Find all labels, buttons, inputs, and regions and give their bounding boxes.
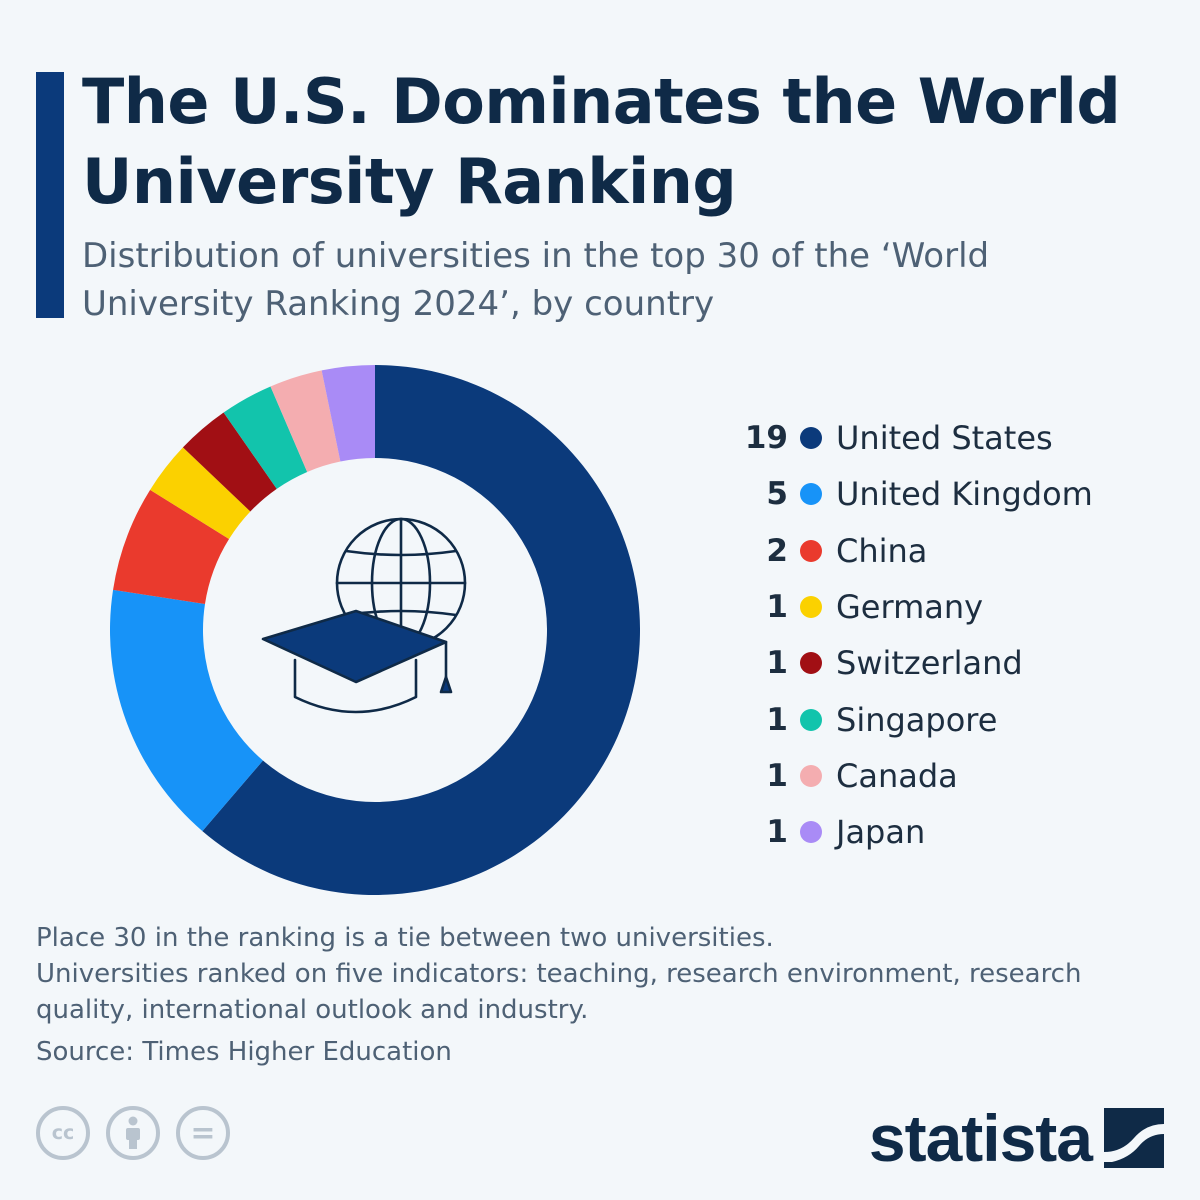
slice-china: [113, 489, 230, 604]
legend-item-united-kingdom: 5 United Kingdom: [730, 466, 1170, 522]
legend-label: Singapore: [836, 700, 998, 739]
chart-legend: 19 United States 5 United Kingdom 2 China 1 Ger…: [730, 410, 1170, 860]
brand-name: statista: [868, 1101, 1093, 1175]
legend-label: China: [836, 531, 928, 570]
license-badges: cc =: [36, 1106, 230, 1160]
legend-item-canada: 1 Canada: [730, 748, 1170, 804]
legend-value: 1: [766, 757, 788, 794]
slice-united-kingdom: [109, 589, 263, 832]
legend-value: 5: [766, 476, 788, 513]
legend-label: Switzerland: [836, 644, 1023, 683]
legend-swatch: [800, 764, 822, 787]
legend-value: 2: [766, 532, 788, 569]
legend-item-switzerland: 1 Switzerland: [730, 635, 1170, 691]
legend-swatch: [800, 539, 822, 562]
legend-label: Japan: [836, 813, 926, 852]
title-accent-bar: [36, 72, 64, 318]
statista-brand[interactable]: statista: [869, 1100, 1164, 1176]
slice-switzerland: [182, 412, 277, 512]
legend-swatch: [800, 708, 822, 731]
slice-germany: [150, 447, 251, 540]
legend-value: 1: [766, 589, 788, 626]
legend-value: 1: [766, 701, 788, 738]
legend-label: Germany: [836, 588, 984, 627]
donut-chart: [109, 365, 640, 895]
slice-japan: [321, 365, 375, 462]
attribution-icon[interactable]: [106, 1106, 160, 1160]
slice-canada: [270, 370, 341, 472]
legend-value: 1: [766, 814, 788, 851]
legend-swatch: [800, 652, 822, 675]
note-text: Place 30 in the ranking is a tie between…: [36, 923, 774, 953]
statista-logo-icon: [1104, 1108, 1164, 1168]
legend-label: United States: [836, 419, 1053, 458]
legend-swatch: [800, 427, 822, 450]
chart-notes: Place 30 in the ranking is a tie between…: [36, 920, 1156, 1028]
slice-singapore: [223, 386, 308, 489]
no-derivatives-icon[interactable]: =: [176, 1106, 230, 1160]
legend-swatch: [800, 821, 822, 844]
legend-item-singapore: 1 Singapore: [730, 691, 1170, 747]
legend-value: 1: [766, 645, 788, 682]
legend-item-germany: 1 Germany: [730, 579, 1170, 635]
page-subtitle: Distribution of universities in the top …: [82, 236, 990, 324]
legend-label: United Kingdom: [836, 475, 1093, 514]
person-icon: [126, 1116, 140, 1149]
legend-value: 19: [744, 420, 788, 457]
graduation-cap-globe-icon: [261, 517, 467, 714]
legend-item-united-states: 19 United States: [730, 410, 1170, 466]
slice-united-states: [202, 365, 640, 895]
cc-icon[interactable]: cc: [36, 1106, 90, 1160]
legend-swatch: [800, 596, 822, 619]
page-title: The U.S. Dominates the World University …: [82, 65, 1121, 218]
legend-swatch: [800, 483, 822, 506]
legend-item-china: 2 China: [730, 523, 1170, 579]
legend-item-japan: 1 Japan: [730, 804, 1170, 860]
donut-slices: [109, 365, 640, 895]
legend-label: Canada: [836, 756, 958, 795]
note-text: Universities ranked on five indicators: …: [36, 959, 1082, 1025]
source-text: Source: Times Higher Education: [36, 1037, 452, 1067]
